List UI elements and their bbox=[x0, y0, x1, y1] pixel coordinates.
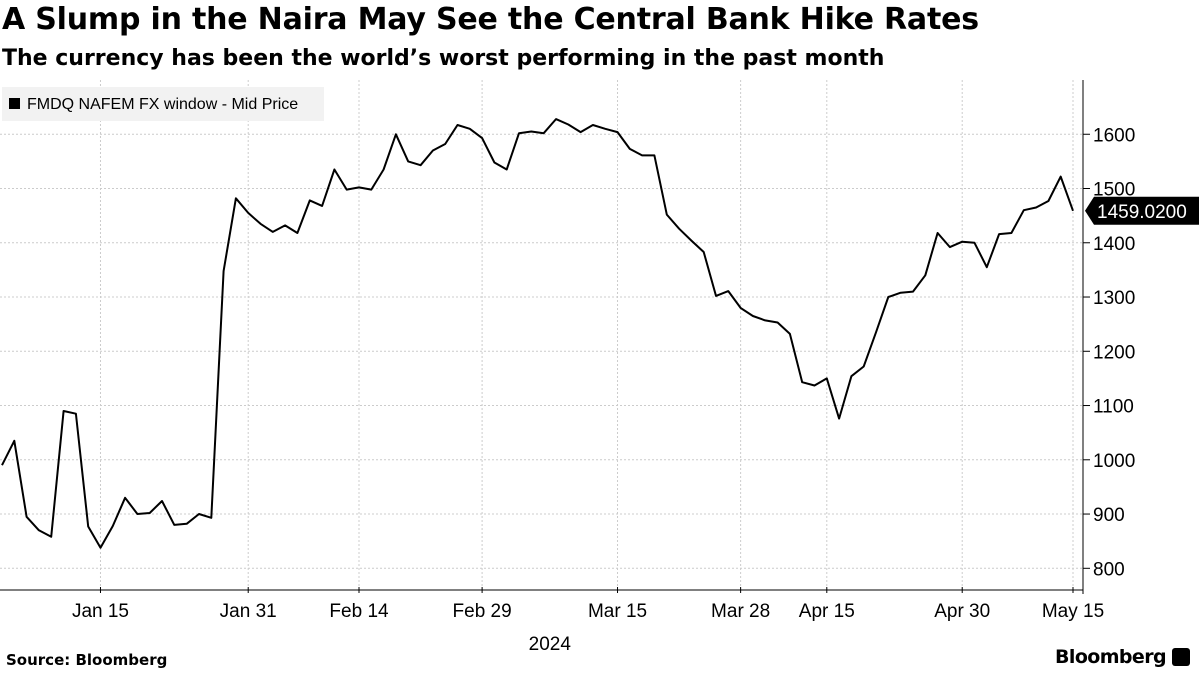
x-year-label: 2024 bbox=[529, 634, 572, 650]
bloomberg-logo: Bloomberg bbox=[1055, 646, 1190, 668]
x-tick-label: Jan 31 bbox=[220, 601, 277, 622]
y-tick-label: 1300 bbox=[1093, 288, 1135, 309]
x-tick-label: Feb 14 bbox=[329, 601, 389, 622]
chart-title: A Slump in the Naira May See the Central… bbox=[2, 2, 979, 37]
y-tick-label: 1400 bbox=[1093, 234, 1135, 255]
legend-background bbox=[2, 87, 324, 121]
legend-label: FMDQ NAFEM FX window - Mid Price bbox=[27, 96, 298, 113]
series-line bbox=[1, 118, 1074, 549]
callout-value: 1459.0200 bbox=[1097, 202, 1187, 223]
grid-lines bbox=[0, 80, 1083, 590]
y-tick-label: 1600 bbox=[1093, 125, 1135, 146]
chart-subtitle: The currency has been the world’s worst … bbox=[2, 46, 885, 71]
x-tick-label: Apr 15 bbox=[799, 601, 855, 622]
x-tick-label: Mar 28 bbox=[711, 601, 770, 622]
y-tick-label: 1100 bbox=[1093, 397, 1134, 418]
last-value-callout: 1459.0200 bbox=[1085, 196, 1199, 225]
y-tick-label: 1500 bbox=[1093, 180, 1135, 201]
series-layer bbox=[1, 118, 1074, 549]
y-tick-label: 900 bbox=[1093, 505, 1125, 526]
x-tick-label: Feb 29 bbox=[453, 601, 512, 622]
source-note: Source: Bloomberg bbox=[6, 651, 168, 669]
logo-mark-icon bbox=[1172, 648, 1190, 666]
y-tick-label: 800 bbox=[1093, 559, 1125, 580]
x-tick-label: Jan 15 bbox=[72, 601, 129, 622]
legend-swatch bbox=[9, 98, 20, 109]
callout-box bbox=[1085, 196, 1199, 225]
legend: FMDQ NAFEM FX window - Mid Price bbox=[2, 87, 324, 121]
line-chart: FMDQ NAFEM FX window - Mid Price 800 900 1… bbox=[0, 80, 1199, 650]
axes: 800 900 1000 1100 1200 1300 1400 1500 1600 Jan 15… bbox=[0, 80, 1135, 650]
logo-text: Bloomberg bbox=[1055, 646, 1167, 668]
y-tick-label: 1000 bbox=[1093, 451, 1135, 472]
x-tick-label: May 15 bbox=[1042, 601, 1104, 622]
y-tick-label: 1200 bbox=[1093, 342, 1135, 363]
x-tick-label: Apr 30 bbox=[934, 601, 990, 622]
x-tick-label: Mar 15 bbox=[588, 601, 647, 622]
